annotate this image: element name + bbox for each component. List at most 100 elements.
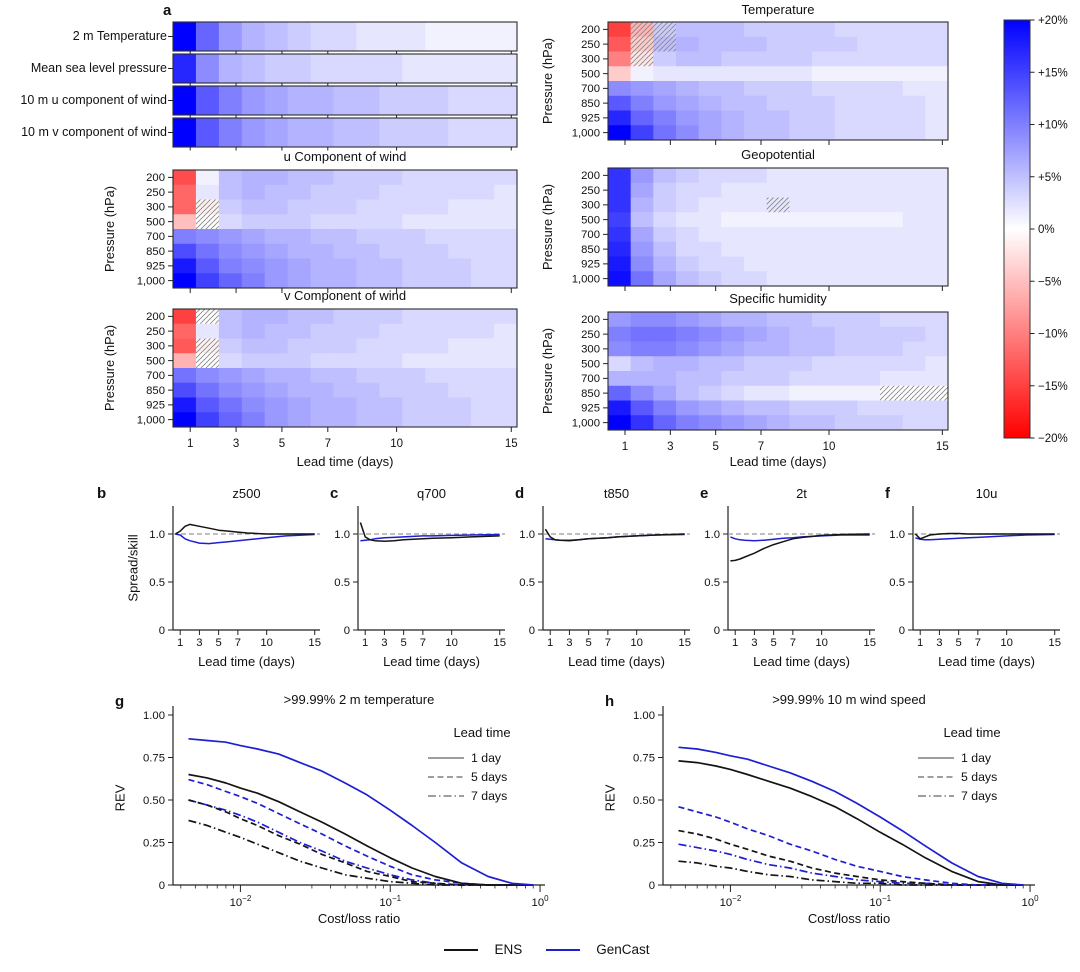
tick-label: 500 xyxy=(581,214,600,226)
tick-label: 1.0 xyxy=(704,529,720,541)
x-axis-label-left-column: Lead time (days) xyxy=(296,454,394,469)
curve-ens-10u xyxy=(914,532,1055,540)
hm-u-svg: 200 250 300 500 700 850 925 1,000 Pressure (hPa) xyxy=(102,169,518,293)
tick-label: 0 xyxy=(159,880,165,892)
tick-label: 200 xyxy=(146,311,165,323)
tick-label: 1 xyxy=(917,637,923,649)
heatmap-temperature: 200 250 300 500 700 850 925 1,000 Pressure (hPa) xyxy=(538,21,954,150)
heatmap-cells xyxy=(173,22,518,52)
tick-label: 1.0 xyxy=(519,529,535,541)
heatmap-cells xyxy=(173,54,518,84)
tick-label: 5 xyxy=(770,637,776,649)
x-axis-label-cost-loss-h: Cost/loss ratio xyxy=(807,911,891,926)
tick-label: 1 xyxy=(732,637,738,649)
tick-label: 0% xyxy=(1038,224,1055,236)
tick-label: 700 xyxy=(146,370,165,382)
tick-label: 1,000 xyxy=(572,127,600,139)
tick-label: +10% xyxy=(1038,120,1068,132)
curve-ens-5-days xyxy=(678,829,1024,886)
x-axis-label-d: Lead time (days) xyxy=(568,654,665,669)
tick-label: 10−1 xyxy=(869,894,891,909)
tick-label: 250 xyxy=(146,187,165,199)
hm-t-svg: 200 250 300 500 700 850 925 1,000 Pressure (hPa) xyxy=(540,21,949,145)
tick-label: 0.5 xyxy=(334,577,350,589)
tick-label: 7 xyxy=(325,438,331,450)
x-axis-label-right-column: Lead time (days) xyxy=(729,454,827,469)
tick-label: 5 xyxy=(279,438,285,450)
pressure-axis-label: Pressure (hPa) xyxy=(540,328,555,414)
panel-letter-d: d xyxy=(515,485,525,502)
tick-label: 3 xyxy=(667,441,673,453)
tick-label: 1 xyxy=(362,637,368,649)
tick-label: 10−2 xyxy=(230,894,252,909)
panel-letter-e: e xyxy=(700,485,709,502)
tick-label: 250 xyxy=(581,329,600,341)
tick-label: 15 xyxy=(678,637,691,649)
tick-label: 1,000 xyxy=(137,414,165,426)
tick-label: 850 xyxy=(146,385,165,397)
tick-label: 5 xyxy=(585,637,591,649)
heatmap-title-v-wind: v Component of wind xyxy=(283,288,407,303)
tick-label: 200 xyxy=(581,314,600,326)
curve-gencast-1-day xyxy=(188,737,534,886)
tick-label: 10−1 xyxy=(379,894,401,909)
curve-gencast-q700 xyxy=(360,533,500,542)
tick-label: 925 xyxy=(581,259,600,271)
tick-label: 1,000 xyxy=(572,417,600,429)
tick-label: 500 xyxy=(581,358,600,370)
tick-label: 15 xyxy=(493,637,506,649)
tick-label: 0.25 xyxy=(633,837,655,849)
tick-label: +5% xyxy=(1038,172,1061,184)
tick-label: 500 xyxy=(581,68,600,80)
panel-letter-h: h xyxy=(605,693,615,710)
strip-label-2m-temperature: 2 m Temperature xyxy=(72,29,167,43)
tick-label: 300 xyxy=(146,341,165,353)
tick-label: 15 xyxy=(1048,637,1061,649)
tick-label: 200 xyxy=(581,24,600,36)
tick-label: 500 xyxy=(146,216,165,228)
x-axis-label-c: Lead time (days) xyxy=(383,654,480,669)
tick-label: 7 xyxy=(758,441,764,453)
tick-label: 0.25 xyxy=(143,837,165,849)
curve-gencast-10u xyxy=(915,533,1055,541)
heatmap-cells xyxy=(173,309,518,428)
tick-label: 0.5 xyxy=(149,577,165,589)
tick-label: 15 xyxy=(505,438,518,450)
tick-label: 925 xyxy=(146,400,165,412)
strip-label-mslp: Mean sea level pressure xyxy=(30,61,167,75)
curve-ens-5-days xyxy=(188,799,534,886)
tick-label: 300 xyxy=(581,200,600,212)
tick-label: 200 xyxy=(581,170,600,182)
tick-label: 0 xyxy=(529,625,535,637)
hm-g-svg: 200 250 300 500 700 850 925 1,000 Pressure (hPa) xyxy=(540,167,949,291)
tick-label: 1 xyxy=(622,441,628,453)
pressure-axis-label: Pressure (hPa) xyxy=(540,184,555,270)
heatmap-specific-humidity: 200 250 300 500 700 850 925 1,000 1 3 5 7 10 15 Pressu… xyxy=(538,311,954,462)
subpanel-title-z500: z500 xyxy=(232,486,261,501)
panel-title-rev-wind: >99.99% 10 m wind speed xyxy=(772,692,926,707)
tick-label: 0 xyxy=(899,625,905,637)
tick-label: 5 xyxy=(215,637,221,649)
subpanel-title-2t: 2t xyxy=(796,486,807,501)
legend-entry-label: 1 day xyxy=(961,751,992,765)
tick-label: +15% xyxy=(1038,67,1068,79)
tick-label: 10 xyxy=(445,637,458,649)
heatmap-cells xyxy=(608,312,949,431)
colorbar-svg: +20% +15% +10% +5% 0% −5% −10% −15% −20% xyxy=(1003,15,1068,445)
tick-label: 1.00 xyxy=(143,710,165,722)
subpanel-title-q700: q700 xyxy=(417,486,446,501)
curve-gencast-z500 xyxy=(175,533,315,545)
panel-letter-a: a xyxy=(163,2,172,19)
curve-ens-7-days xyxy=(188,819,534,886)
tick-label: 700 xyxy=(581,229,600,241)
tick-label: 3 xyxy=(381,637,387,649)
x-axis-label-f: Lead time (days) xyxy=(938,654,1035,669)
tick-label: 850 xyxy=(581,244,600,256)
heatmap-title-geopotential: Geopotential xyxy=(741,147,815,162)
heatmap-cells xyxy=(173,170,518,289)
tick-label: 1.0 xyxy=(149,529,165,541)
tick-label: 1.00 xyxy=(633,710,655,722)
tick-label: −15% xyxy=(1038,381,1068,393)
tick-label: 10 xyxy=(1000,637,1013,649)
